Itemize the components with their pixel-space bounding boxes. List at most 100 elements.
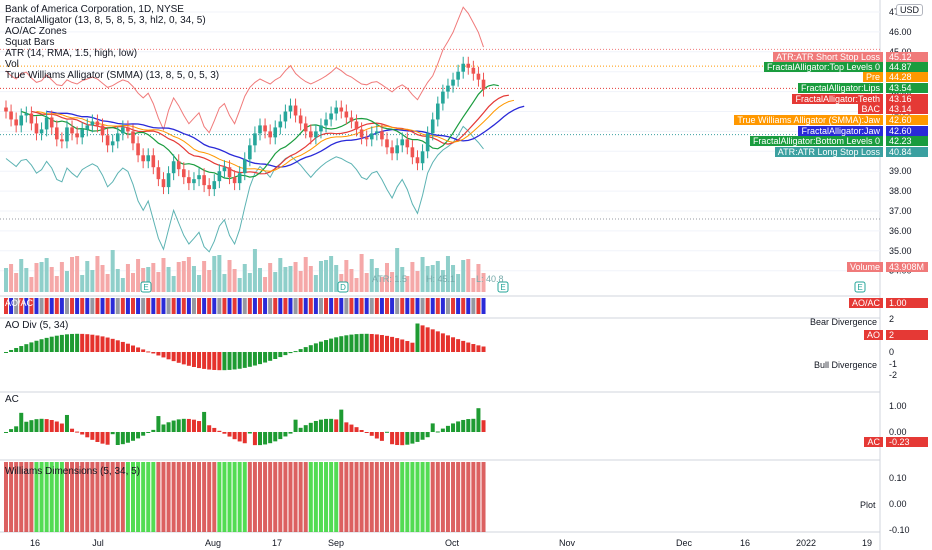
ac-histogram-bar <box>90 432 95 440</box>
aoac-strip-bar <box>481 298 486 314</box>
wd-bar <box>100 462 105 532</box>
aoac-strip-bar <box>298 298 303 314</box>
candle-body <box>9 111 13 120</box>
event-marker-label: D <box>340 283 346 292</box>
ac-histogram-bar <box>258 432 262 446</box>
ac-histogram-bar <box>288 432 293 434</box>
event-marker <box>854 281 866 293</box>
wd-bar <box>430 462 435 532</box>
aoac-strip-bar <box>14 298 19 314</box>
ac-histogram-bar <box>318 419 323 432</box>
volume-bar <box>456 274 461 292</box>
volume-bar <box>181 261 186 292</box>
ac-histogram-bar <box>293 419 298 432</box>
wd-bar <box>156 462 161 532</box>
aoac-strip-bar <box>70 298 75 314</box>
event-marker <box>337 281 349 293</box>
ac-histogram-bar <box>283 432 288 437</box>
price-tick-label: 37.00 <box>889 206 912 216</box>
candle-body <box>237 173 242 184</box>
volume-bar <box>247 273 252 292</box>
aoac-strip-bar <box>176 298 181 314</box>
ac-histogram-bar <box>481 420 486 432</box>
candle-body <box>202 175 206 186</box>
indicator-squat-bars[interactable]: Squat Bars <box>5 37 55 48</box>
indicator-atr[interactable]: ATR (14, RMA, 1.5, high, low) <box>5 48 138 59</box>
candle-body <box>451 79 455 86</box>
aoac-strip-bar <box>207 298 212 314</box>
ao-histogram-bar <box>34 340 39 352</box>
wd-bar <box>293 462 298 532</box>
price-tag-value: 42.60 <box>886 126 928 136</box>
wd-bar <box>258 462 262 532</box>
pane-tag-value: -0.23 <box>886 437 928 447</box>
price-tag-label: Pre <box>862 72 883 82</box>
ao-histogram-bar <box>141 349 146 352</box>
aoac-strip-bar <box>242 298 247 314</box>
aoac-strip-bar <box>273 298 278 314</box>
ao-histogram-bar <box>95 335 100 352</box>
volume-bar <box>227 260 232 292</box>
ac-histogram-bar <box>171 420 176 432</box>
ao-axis-tick: -2 <box>889 370 897 380</box>
aoac-strip-bar <box>329 298 334 314</box>
ao-histogram-bar <box>217 352 222 371</box>
indicator-fractal-alligator[interactable]: FractalAlligator (13, 8, 5, 8, 5, 3, hl2… <box>5 15 206 26</box>
indicator-vol[interactable]: Vol <box>5 59 19 70</box>
indicator-aoac-zones[interactable]: AO/AC Zones <box>5 26 67 37</box>
volume-bar <box>125 264 130 292</box>
aoac-strip-bar <box>415 298 420 314</box>
wd-bar <box>212 462 217 532</box>
currency-badge[interactable]: USD <box>896 4 924 16</box>
ac-histogram-bar <box>456 421 461 432</box>
volume-bar <box>461 260 466 292</box>
wd-bar <box>481 462 486 532</box>
ao-histogram-bar <box>191 352 196 368</box>
aoac-strip-bar <box>120 298 125 314</box>
candle-body <box>131 131 135 144</box>
ao-histogram-bar <box>313 343 318 352</box>
pane-tag-label: Volume <box>846 262 883 272</box>
wd-bar <box>131 462 135 532</box>
ao-histogram-bar <box>435 331 440 352</box>
ao-histogram-bar <box>451 337 456 352</box>
price-tag-value: 42.60 <box>886 115 928 125</box>
wd-bar <box>197 462 202 532</box>
ao-histogram-bar <box>207 352 212 370</box>
candle-body <box>65 127 69 142</box>
volume-bar <box>385 263 389 292</box>
wd-bar <box>80 462 85 532</box>
wd-bar <box>49 462 54 532</box>
volume-bar <box>115 269 120 292</box>
ao-histogram-bar <box>273 352 278 359</box>
wd-bar <box>359 462 364 532</box>
aoac-strip-bar <box>59 298 64 314</box>
aoac-strip-bar <box>293 298 298 314</box>
indicator-true-williams-alligator[interactable]: True Williams Alligator (SMMA) (13, 8, 5… <box>5 70 220 81</box>
ao-histogram-bar <box>410 342 415 352</box>
aoac-strip-bar <box>232 298 237 314</box>
aoac-strip-bar <box>49 298 54 314</box>
ao-histogram-bar <box>90 334 95 352</box>
ao-histogram-bar <box>400 339 405 352</box>
ao-histogram-bar <box>364 333 369 352</box>
ao-histogram-bar <box>303 347 308 352</box>
ao-histogram-bar <box>445 335 450 352</box>
ao-histogram-bar <box>430 329 435 352</box>
ao-histogram-bar <box>374 334 379 352</box>
aoac-strip-bar <box>202 298 207 314</box>
volume-bar <box>151 263 156 292</box>
aoac-strip-bar <box>24 298 29 314</box>
candle-body <box>136 143 140 156</box>
ac-histogram-bar <box>176 419 181 432</box>
wd-bar <box>85 462 90 532</box>
ao-histogram-bar <box>186 352 191 366</box>
ac-histogram-bar <box>430 423 435 432</box>
price-tag-label: ATR:ATR Long Stop Loss <box>774 147 883 157</box>
aoac-strip-bar <box>278 298 283 314</box>
ao-div-pane-title: AO Div (5, 34) <box>5 320 69 331</box>
ac-axis-tick: 1.00 <box>889 401 907 411</box>
ac-histogram-bar <box>263 432 268 445</box>
candle-body <box>380 131 384 140</box>
volume-bar <box>44 258 49 292</box>
